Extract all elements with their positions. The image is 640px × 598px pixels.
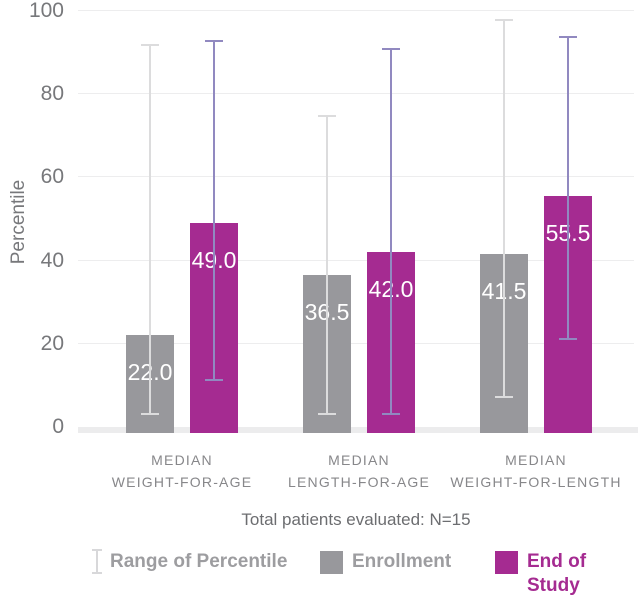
y-tick-label: 20: [40, 331, 64, 355]
error-bar-cap-top: [559, 35, 577, 38]
legend-enrollment-swatch-icon: [320, 551, 343, 574]
gridline: [78, 176, 634, 178]
error-bar-cap-bottom: [318, 412, 336, 415]
error-bar-cap-bottom: [495, 395, 513, 398]
error-bar-cap-top: [205, 40, 223, 43]
error-bar-cap-top: [382, 48, 400, 51]
bar-chart: Percentile 02040608010022.036.541.549.04…: [8, 0, 638, 596]
legend-end-of-study-swatch-icon: [495, 551, 518, 574]
error-bar-cap-bottom: [205, 379, 223, 382]
error-bar-cap-top: [495, 19, 513, 22]
legend-enrollment-label: Enrollment: [352, 551, 452, 572]
errorbar-cap-bottom: [92, 572, 102, 574]
x-axis-band: [78, 427, 638, 433]
y-tick-label: 40: [40, 248, 64, 272]
caption: Total patients evaluated: N=15: [241, 510, 471, 529]
x-category-label: MEDIAN WEIGHT-FOR-LENGTH: [450, 452, 622, 490]
error-bar-line-enrollment: [503, 19, 505, 398]
gridline: [78, 93, 634, 95]
errorbar-stem: [96, 550, 98, 573]
error-bar-line-end-of-study: [567, 35, 569, 340]
x-category-label: MEDIAN WEIGHT-FOR-AGE: [111, 452, 253, 490]
y-tick-label: 0: [52, 415, 64, 438]
error-bar-line-end-of-study: [213, 40, 215, 382]
legend-end-of-study-label: End of Study: [527, 551, 587, 596]
error-bar-cap-bottom: [141, 412, 159, 415]
y-tick-label: 80: [40, 82, 64, 106]
x-category-label: MEDIAN LENGTH-FOR-AGE: [287, 452, 431, 490]
error-bar-line-enrollment: [149, 44, 151, 415]
legend: Range of Percentile Enrollment End of St…: [92, 549, 587, 596]
error-bar-cap-bottom: [559, 337, 577, 340]
y-tick-label: 60: [40, 165, 64, 189]
y-tick-label: 100: [28, 0, 64, 22]
plot-area: 02040608010022.036.541.549.042.055.5MEDI…: [28, 0, 638, 490]
legend-range-label: Range of Percentile: [110, 551, 288, 572]
gridline: [78, 259, 634, 261]
error-bar-cap-top: [141, 44, 159, 47]
error-bar-line-enrollment: [326, 115, 328, 415]
range-errorbar-icon: [92, 549, 102, 574]
error-bar-cap-top: [318, 115, 336, 117]
error-bar-cap-bottom: [382, 412, 400, 415]
gridline: [78, 10, 634, 11]
error-bar-line-end-of-study: [390, 48, 392, 415]
gridline: [78, 342, 634, 344]
